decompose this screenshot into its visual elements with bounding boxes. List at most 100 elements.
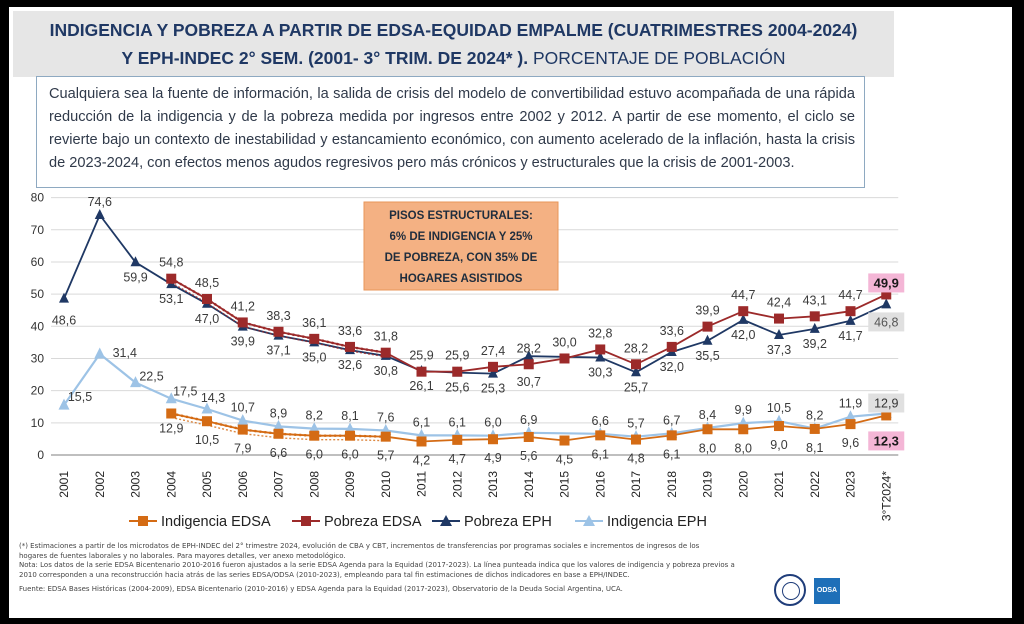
marker-pobreza_edsa [809,311,820,322]
marker-pobreza_eph [702,334,713,345]
data-label: 47,0 [195,312,219,326]
data-label: 8,2 [306,409,323,423]
footnote-line-3: Nota: Los datos de la serie EDSA Bicente… [19,561,735,570]
data-label: 35,0 [302,350,326,364]
data-label: 6,1 [592,447,609,461]
data-label: 33,6 [660,324,684,338]
legend-marker-pobreza_edsa [301,516,311,526]
data-label: 4,2 [413,453,430,467]
data-label: 39,9 [231,335,255,349]
callout-line-3: DE POBREZA, CON 35% DE [385,252,538,264]
data-label-highlight [868,273,905,293]
marker-pobreza_edsa [666,341,677,352]
data-label: 32,0 [660,360,684,374]
marker-pobreza_edsa [631,359,641,370]
data-label: 12,3 [874,433,899,448]
x-tick-label: 2006 [236,471,250,498]
data-label: 59,9 [123,270,147,284]
marker-pobreza_edsa [845,306,856,317]
data-label: 14,3 [201,391,225,405]
data-label: 41,7 [838,329,862,343]
marker-indigencia_edsa [881,410,892,421]
data-label: 25,9 [409,349,433,363]
marker-indigencia_edsa [237,424,248,435]
x-tick-label: 2021 [772,471,786,498]
footnote-line-2: hogares de fuentes laborales y no labora… [19,551,346,560]
marker-indigencia_eph [344,422,356,434]
marker-indigencia_edsa [702,424,713,435]
callout-line-4: HOGARES ASISTIDOS [400,273,523,285]
data-label: 10,7 [231,401,255,415]
marker-pobreza_eph [59,292,69,303]
data-label: 53,1 [159,292,183,306]
marker-pobreza_eph [845,314,856,325]
y-tick-label: 80 [31,191,45,205]
data-label: 10,5 [195,433,219,447]
data-label: 35,5 [695,349,719,363]
data-label: 12,9 [159,421,183,435]
data-label-highlight [868,393,905,413]
y-tick-label: 30 [31,351,45,365]
data-label: 8,2 [806,409,823,423]
data-label: 9,9 [735,403,752,417]
data-label: 41,2 [231,299,255,313]
x-tick-label: 2011 [415,471,429,497]
legend-marker-indigencia_edsa [138,516,148,526]
x-tick-label: 2013 [486,471,500,498]
data-label: 37,3 [767,343,791,357]
intro-text: Cualquiera sea la fuente de información,… [49,86,855,171]
x-tick-label: 2005 [200,471,214,498]
marker-indigencia_edsa [666,430,677,441]
legend-label-indigencia_eph: Indigencia EPH [607,514,707,530]
marker-pobreza_eph [738,313,749,324]
footnote-line-1: (*) Estimaciones a partir de los microda… [19,542,700,550]
marker-indigencia_edsa [559,435,570,446]
slide: INDIGENCIA Y POBREZA A PARTIR DE EDSA-EQ… [9,7,1012,618]
data-label: 8,9 [270,406,287,420]
data-label: 25,3 [481,382,505,396]
data-label: 26,1 [409,379,433,393]
y-tick-label: 0 [37,448,44,462]
data-label: 4,9 [484,451,501,465]
legend-label-pobreza_edsa: Pobreza EDSA [324,514,422,530]
marker-pobreza_edsa [559,353,570,364]
marker-indigencia_eph [130,376,141,388]
data-label: 37,1 [266,344,290,358]
data-label: 44,7 [838,288,862,302]
data-label: 54,8 [159,256,183,270]
data-label: 36,1 [302,316,326,330]
x-tick-label: 2010 [379,471,393,498]
data-label: 27,4 [481,344,505,358]
data-label: 15,5 [68,390,92,404]
odsa-logo: ODSA [814,578,840,604]
data-label: 6,1 [449,415,466,429]
legend: Indigencia EDSA Pobreza EDSA Pobreza EPH In… [129,514,707,530]
marker-indigencia_edsa [416,436,427,447]
data-label: 28,2 [517,341,541,355]
data-label-highlight [868,431,905,451]
x-tick-label: 2001 [57,471,71,498]
y-tick-label: 50 [31,287,45,301]
data-label: 42,4 [767,296,791,310]
marker-pobreza_edsa [273,326,284,337]
marker-pobreza_eph [774,328,784,339]
footnote-source: Fuente: EDSA Bases Históricas (2004-2009… [19,585,623,594]
x-tick-label: 2008 [307,471,321,498]
marker-pobreza_eph [94,208,105,219]
y-tick-labels: 0 10 20 30 40 50 60 70 80 [31,191,45,462]
data-label: 4,5 [556,453,573,467]
marker-pobreza_edsa [309,333,320,344]
marker-pobreza_edsa [416,366,427,377]
data-label: 43,1 [803,293,827,307]
marker-pobreza_edsa [345,341,355,352]
marker-pobreza_edsa [738,306,749,317]
data-label: 5,6 [520,449,537,463]
data-label: 31,4 [113,346,137,360]
data-labels: 12,9 10,5 7,9 6,6 6,0 6,0 5,7 4,2 4,7 4,9 5,6 4,5 6,… [52,195,905,467]
x-tick-label: 2019 [701,471,715,498]
x-tick-label: 2009 [343,471,357,498]
data-label: 8,0 [735,441,752,455]
data-label: 30,8 [374,364,398,378]
data-label-highlight [868,312,905,332]
